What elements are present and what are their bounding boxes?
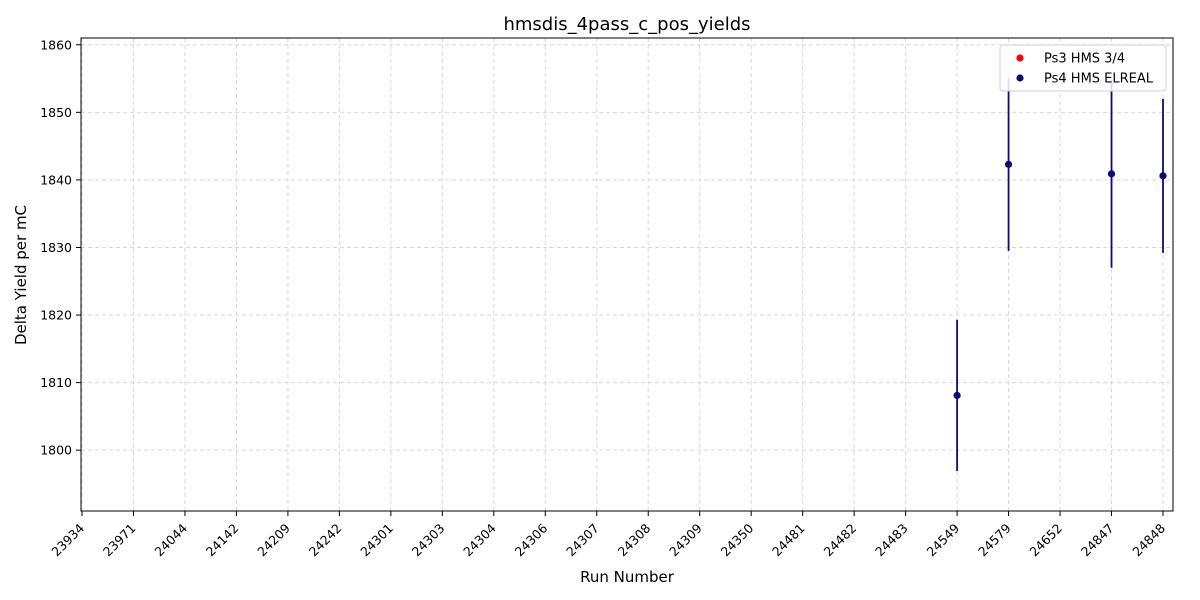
chart-title: hmsdis_4pass_c_pos_yields xyxy=(503,14,750,35)
plot-frame xyxy=(80,37,1174,512)
data-point xyxy=(1004,160,1013,168)
legend-label: Ps4 HMS ELREAL xyxy=(1044,72,1154,87)
legend: Ps3 HMS 3/4 Ps4 HMS ELREAL xyxy=(999,44,1167,92)
y-tick-label: 1840 xyxy=(40,172,72,187)
y-tick-label: 1860 xyxy=(40,37,72,52)
legend-marker xyxy=(1016,54,1024,62)
y-tick-label: 1830 xyxy=(40,240,72,255)
y-axis-label: Delta Yield per mC xyxy=(12,205,30,345)
legend-marker xyxy=(1016,74,1024,82)
y-tick-label: 1800 xyxy=(40,443,72,458)
y-tick-label: 1820 xyxy=(40,308,72,323)
legend-label: Ps3 HMS 3/4 xyxy=(1044,52,1125,67)
grid-lines xyxy=(81,38,1173,511)
legend-box xyxy=(999,44,1167,92)
data-points xyxy=(953,77,1167,472)
data-point xyxy=(1159,172,1167,180)
x-axis-label: Run Number xyxy=(580,568,675,586)
y-tick-label: 1810 xyxy=(40,375,72,390)
y-tick-label: 1850 xyxy=(40,105,72,120)
data-point xyxy=(1107,170,1116,178)
data-point xyxy=(953,391,961,400)
